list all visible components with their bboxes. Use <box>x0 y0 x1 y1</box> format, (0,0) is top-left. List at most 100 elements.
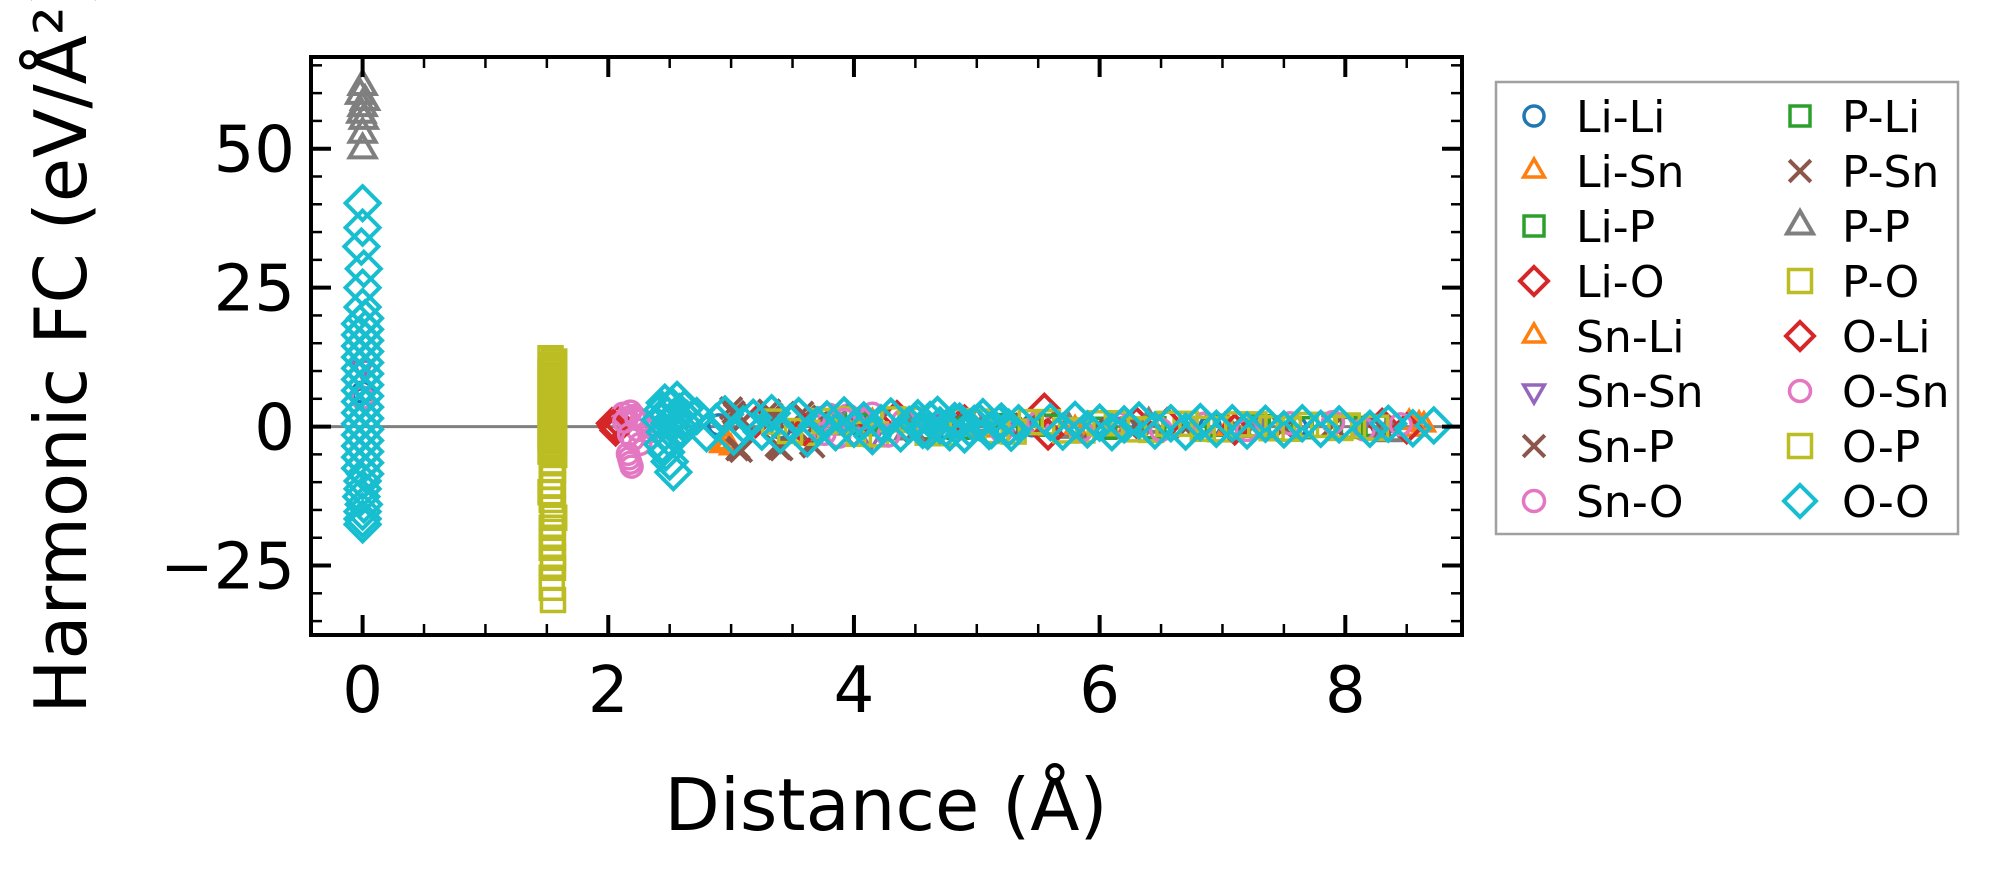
data-point-marker <box>539 456 567 484</box>
data-point-marker <box>845 420 873 448</box>
data-point-marker <box>540 348 568 375</box>
legend-item-p-o: P-O <box>1786 257 1919 308</box>
data-point-marker <box>733 397 774 438</box>
data-point-marker <box>861 403 901 444</box>
data-point-marker <box>342 504 383 545</box>
y-tick-label: 50 <box>214 114 295 188</box>
data-point-marker <box>649 441 690 482</box>
legend-label: P-P <box>1842 202 1910 253</box>
legend-label: O-O <box>1842 477 1930 528</box>
x-tick-label: 2 <box>588 654 629 728</box>
data-point-marker <box>870 396 911 437</box>
data-point-marker <box>1350 408 1390 449</box>
plot-frame <box>309 55 1464 637</box>
data-point-marker <box>1368 403 1409 444</box>
data-point-marker <box>540 504 568 531</box>
legend-label: O-P <box>1842 422 1920 473</box>
data-point-marker <box>538 368 566 395</box>
legend-marker-icon <box>1521 488 1547 514</box>
legend-item-o-li: O-Li <box>1783 312 1930 363</box>
data-point-marker <box>345 431 385 472</box>
data-point-marker <box>539 544 567 571</box>
data-point-marker <box>807 399 847 440</box>
data-point-marker <box>343 484 384 525</box>
legend-item-sn-o: Sn-O <box>1521 477 1684 528</box>
legend-item-li-sn: Li-Sn <box>1520 147 1684 198</box>
x-tick-label: 6 <box>1079 654 1120 728</box>
data-point-marker <box>540 428 568 455</box>
data-point-marker <box>778 396 819 436</box>
legend-marker-icon <box>1787 378 1813 404</box>
data-point-marker <box>538 394 566 422</box>
data-point-marker <box>340 415 380 455</box>
legend-label: Li-O <box>1576 257 1664 308</box>
legend-marker-icon <box>1517 264 1551 298</box>
data-point-marker <box>1300 408 1341 449</box>
legend-label: Sn-O <box>1576 477 1684 528</box>
data-point-marker <box>342 499 383 539</box>
x-tick-label: 8 <box>1325 654 1366 728</box>
legend-marker-icon <box>1788 104 1812 128</box>
legend-label: O-Sn <box>1842 367 1950 418</box>
data-point-marker <box>538 421 566 449</box>
data-point-marker <box>723 404 764 445</box>
legend-label: P-Li <box>1842 92 1920 143</box>
data-point-marker <box>345 320 385 361</box>
data-point-marker <box>1067 409 1108 450</box>
legend-label: Li-Sn <box>1576 147 1684 198</box>
legend-item-sn-sn: Sn-Sn <box>1520 367 1704 418</box>
legend-item-p-sn: P-Sn <box>1787 147 1939 198</box>
data-point-marker <box>343 248 384 289</box>
y-tick-label: 25 <box>214 253 295 327</box>
data-point-marker <box>721 399 746 425</box>
data-point-marker <box>540 388 568 415</box>
legend-item-o-o: O-O <box>1781 477 1930 528</box>
data-point-marker <box>341 476 382 517</box>
data-point-marker <box>646 432 686 472</box>
data-point-marker <box>1135 410 1175 451</box>
data-point-marker <box>342 461 383 501</box>
data-point-marker <box>815 412 856 452</box>
data-point-marker <box>1092 412 1132 452</box>
data-point-marker <box>1165 411 1206 452</box>
data-point-marker <box>1119 400 1159 441</box>
data-point-marker <box>653 452 694 492</box>
legend-box <box>1494 80 1960 536</box>
data-point-marker <box>751 393 792 434</box>
data-point-marker <box>340 337 380 377</box>
data-point-marker <box>760 415 801 455</box>
legend-item-li-li: Li-Li <box>1522 92 1665 143</box>
data-point-marker <box>540 374 568 402</box>
series-o-o <box>340 183 1454 545</box>
data-point-marker <box>345 409 385 450</box>
x-tick-label: 0 <box>342 654 383 728</box>
legend-marker-icon <box>1520 155 1548 179</box>
legend-label: Li-Li <box>1576 92 1665 143</box>
data-point-marker <box>540 441 568 469</box>
data-point-marker <box>346 130 380 160</box>
legend-marker-icon <box>1522 214 1546 238</box>
legend-label: P-O <box>1842 257 1919 308</box>
data-point-marker <box>1104 404 1145 445</box>
data-point-marker <box>1227 410 1267 451</box>
data-point-marker <box>1393 408 1433 449</box>
data-point-marker <box>342 491 383 532</box>
data-point-marker <box>342 207 383 248</box>
data-point-marker <box>1196 408 1237 449</box>
legend-label: Sn-Li <box>1576 312 1684 363</box>
data-point-marker <box>340 326 380 366</box>
legend-marker-icon <box>1787 158 1813 184</box>
legend-item-o-p: O-P <box>1786 422 1920 473</box>
data-point-marker <box>1264 409 1304 450</box>
data-point-marker <box>538 463 566 490</box>
plot-area: 0 2 4 6 8 −25 0 25 50 <box>160 55 1464 728</box>
data-point-marker <box>346 115 380 144</box>
data-point-marker <box>538 354 566 382</box>
data-point-marker <box>642 424 683 465</box>
data-point-marker <box>345 420 385 461</box>
y-tick-label: −25 <box>160 531 295 605</box>
legend-item-sn-p: Sn-P <box>1521 422 1674 473</box>
legend-marker-icon <box>1786 267 1814 295</box>
data-point-marker <box>539 524 567 551</box>
